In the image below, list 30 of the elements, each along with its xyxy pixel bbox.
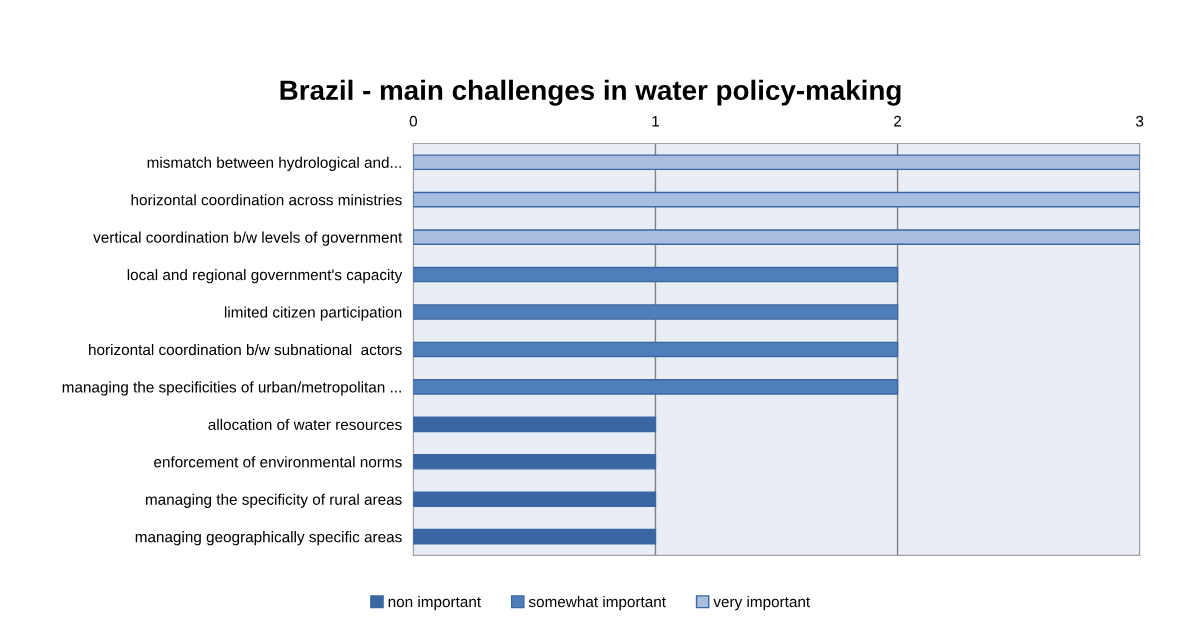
bar bbox=[413, 304, 899, 320]
y-tick-label: managing the specificity of rural areas bbox=[145, 493, 402, 508]
bar bbox=[413, 191, 1140, 208]
x-tick-label: 0 bbox=[409, 115, 417, 127]
legend-label: somewhat important bbox=[528, 596, 666, 611]
bar bbox=[413, 379, 899, 395]
y-tick-label: enforcement of environmental norms bbox=[154, 456, 402, 468]
bar bbox=[413, 491, 657, 508]
y-tick-label: mismatch between hydrological and... bbox=[147, 156, 401, 171]
bar bbox=[413, 341, 899, 358]
bar bbox=[413, 416, 657, 433]
y-tick-label: vertical coordination b/w levels of government bbox=[93, 231, 403, 246]
bar bbox=[413, 528, 657, 545]
bar bbox=[413, 453, 657, 470]
y-tick-label: limited citizen participation bbox=[224, 306, 402, 321]
legend-label: very important bbox=[713, 596, 811, 611]
bar bbox=[413, 266, 899, 283]
y-tick-label: allocation of water resources bbox=[208, 418, 402, 431]
bar bbox=[413, 154, 1140, 171]
y-tick-label: local and regional government's capacity bbox=[127, 269, 403, 284]
x-tick-label: 2 bbox=[894, 115, 902, 127]
y-tick-label: horizontal coordination across ministries bbox=[131, 194, 402, 206]
bar bbox=[413, 229, 1140, 245]
chart-title: Brazil - main challenges in water policy-making bbox=[280, 79, 901, 106]
y-tick-label: managing the specificities of urban/metropolitan ... bbox=[62, 381, 401, 396]
y-tick-label: horizontal coordination b/w subnational actors bbox=[89, 343, 402, 356]
x-tick-label: 3 bbox=[1136, 115, 1144, 127]
legend-label: non important bbox=[388, 596, 481, 611]
x-tick-label: 1 bbox=[652, 115, 659, 127]
y-tick-label: managing geographically specific areas bbox=[135, 531, 402, 546]
